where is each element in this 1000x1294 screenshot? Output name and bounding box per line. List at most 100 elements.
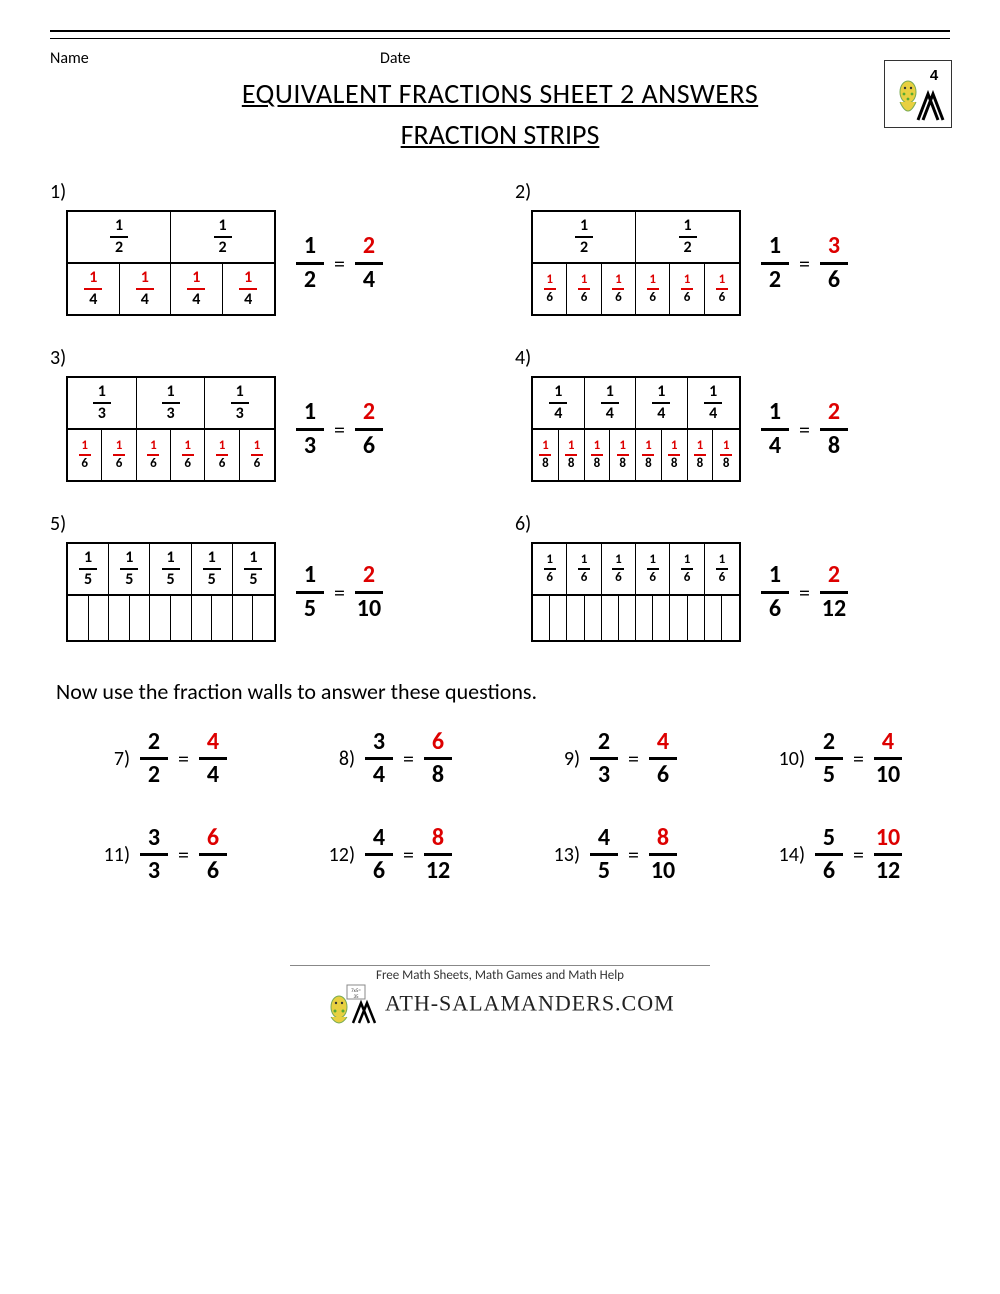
equation: 12 = 24	[296, 233, 383, 293]
strip-cell: 15	[233, 544, 274, 594]
strip-cell	[705, 596, 722, 640]
strip-cell: 14	[585, 378, 637, 428]
strip-cell: 12	[171, 212, 274, 262]
strip-row: 161616161616	[533, 264, 739, 314]
problem: 2) 1212161616161616 12 = 36	[515, 180, 950, 316]
question: 11) 33 = 66	[98, 825, 227, 885]
strip-cell: 15	[68, 544, 109, 594]
strip-cell: 13	[137, 378, 206, 428]
strip-cell: 16	[636, 264, 670, 314]
strip-cell: 12	[533, 212, 636, 262]
strip-cell: 14	[171, 264, 223, 314]
question-number: 10)	[773, 747, 805, 771]
equation: 13 = 26	[296, 399, 383, 459]
strip-cell: 16	[137, 430, 171, 480]
strip-cell	[585, 596, 602, 640]
question-number: 11)	[98, 843, 130, 867]
question: 7) 22 = 44	[98, 729, 227, 789]
strip-row: 14141414	[68, 264, 274, 314]
question: 8) 34 = 68	[323, 729, 452, 789]
fraction-strip: 1212161616161616	[531, 210, 741, 316]
question: 13) 45 = 810	[548, 825, 677, 885]
strip-cell	[567, 596, 584, 640]
strip-row: 1212	[68, 212, 274, 264]
strip-cell	[636, 596, 653, 640]
problem: 3) 131313161616161616 13 = 26	[50, 346, 485, 482]
strip-cell	[653, 596, 670, 640]
strip-row: 161616161616	[533, 544, 739, 596]
equation: 16 = 212	[761, 562, 848, 622]
strip-cell: 15	[150, 544, 191, 594]
strip-row: 1515151515	[68, 544, 274, 596]
strip-row	[68, 596, 274, 640]
strip-cell: 18	[610, 430, 636, 480]
question-number: 9)	[548, 747, 580, 771]
strip-cell: 12	[68, 212, 171, 262]
strip-cell: 16	[171, 430, 205, 480]
equation: 15 = 210	[296, 562, 383, 622]
problem-number: 6)	[515, 512, 950, 536]
instruction-text: Now use the fraction walls to answer the…	[56, 678, 950, 705]
question-number: 7)	[98, 747, 130, 771]
strip-cell	[109, 596, 130, 640]
strip-cell: 16	[705, 544, 739, 594]
date-label: Date	[380, 49, 411, 68]
problem-number: 2)	[515, 180, 950, 204]
strip-cell	[68, 596, 89, 640]
strip-cell: 14	[533, 378, 585, 428]
problem-number: 5)	[50, 512, 485, 536]
grade-badge: 4	[884, 60, 952, 128]
strip-cell: 16	[533, 264, 567, 314]
question: 12) 46 = 812	[323, 825, 452, 885]
strip-row: 14141414	[533, 378, 739, 430]
strip-cell: 16	[240, 430, 274, 480]
strip-cell: 15	[109, 544, 150, 594]
strip-cell	[130, 596, 151, 640]
problem: 4) 141414141818181818181818 14 = 28	[515, 346, 950, 482]
strip-cell	[688, 596, 705, 640]
problem: 1) 121214141414 12 = 24	[50, 180, 485, 316]
strip-row: 161616161616	[68, 430, 274, 480]
strip-cell: 12	[636, 212, 739, 262]
strip-cell: 16	[705, 264, 739, 314]
strip-cell: 14	[636, 378, 688, 428]
footer: Free Math Sheets, Math Games and Math He…	[50, 965, 950, 1030]
divider	[50, 30, 950, 32]
divider	[50, 38, 950, 39]
question-number: 14)	[773, 843, 805, 867]
problem-number: 3)	[50, 346, 485, 370]
strip-cell: 16	[602, 264, 636, 314]
page-subtitle: FRACTION STRIPS	[50, 117, 950, 152]
strip-cell: 16	[567, 544, 601, 594]
strip-cell	[253, 596, 274, 640]
equation: 12 = 36	[761, 233, 848, 293]
strip-cell: 14	[688, 378, 739, 428]
question-number: 8)	[323, 747, 355, 771]
strip-cell	[89, 596, 110, 640]
strip-cell	[722, 596, 739, 640]
strip-cell: 13	[205, 378, 274, 428]
footer-tagline: Free Math Sheets, Math Games and Math He…	[50, 968, 950, 983]
page-title: EQUIVALENT FRACTIONS SHEET 2 ANSWERS	[50, 76, 950, 111]
fraction-strip: 121214141414	[66, 210, 276, 316]
strip-cell: 18	[559, 430, 585, 480]
strip-cell: 15	[192, 544, 233, 594]
strip-cell	[602, 596, 619, 640]
svg-text:4: 4	[930, 67, 939, 84]
strip-cell: 16	[670, 544, 704, 594]
fraction-strip: 161616161616	[531, 542, 741, 642]
strip-cell: 16	[670, 264, 704, 314]
strip-cell: 16	[68, 430, 102, 480]
strip-row	[533, 596, 739, 640]
question: 10) 25 = 410	[773, 729, 902, 789]
strip-cell	[171, 596, 192, 640]
strip-cell: 16	[602, 544, 636, 594]
strip-cell	[550, 596, 567, 640]
name-label: Name	[50, 49, 380, 68]
strip-cell: 16	[205, 430, 239, 480]
problem-number: 4)	[515, 346, 950, 370]
question-number: 13)	[548, 843, 580, 867]
strip-cell: 18	[688, 430, 714, 480]
strip-cell: 14	[223, 264, 274, 314]
problem: 6) 161616161616 16 = 212	[515, 512, 950, 642]
